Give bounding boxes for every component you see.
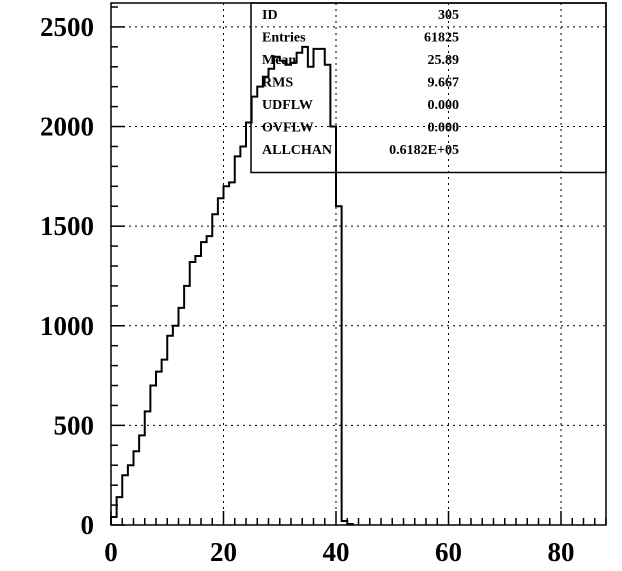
- histogram-bin: [162, 360, 168, 525]
- histogram-bin: [302, 47, 308, 525]
- histogram-bin: [229, 182, 235, 525]
- x-tick-label: 20: [210, 537, 237, 567]
- y-tick-label: 500: [54, 410, 95, 440]
- histogram-bin: [179, 308, 185, 525]
- histogram-bin: [319, 49, 325, 525]
- stat-label: UDFLW: [262, 98, 313, 113]
- histogram-bin: [201, 242, 207, 525]
- stat-value: 9.667: [428, 76, 460, 91]
- histogram-bin: [314, 49, 320, 525]
- stat-label: OVFLW: [262, 121, 314, 136]
- histogram-bin: [252, 97, 258, 525]
- histogram-bin: [218, 198, 224, 525]
- stat-value: 0.000: [428, 98, 460, 113]
- histogram-bin: [240, 146, 246, 525]
- histogram-outline: [110, 45, 354, 526]
- histogram-bin: [224, 186, 230, 525]
- grid-lines: [111, 3, 606, 525]
- histogram-bin: [207, 236, 213, 525]
- histogram-bin: [156, 372, 162, 525]
- histogram-bin: [184, 286, 190, 525]
- stat-value: 305: [438, 8, 459, 23]
- stat-label: ALLCHAN: [262, 143, 332, 158]
- y-tick-label: 2500: [40, 12, 94, 42]
- y-tick-label: 2000: [40, 112, 94, 142]
- histogram-bin: [246, 123, 252, 525]
- stat-value: 0.6182E+05: [389, 143, 459, 158]
- stat-label: ID: [262, 8, 278, 23]
- histogram-bin: [212, 214, 218, 525]
- y-tick-label: 0: [81, 510, 95, 540]
- stat-value: 61825: [424, 31, 459, 46]
- axes: 0 20 40 60 80 0 500 1000 1500 2000 2500: [40, 2, 607, 567]
- histogram-bin: [195, 256, 201, 525]
- stat-label: RMS: [262, 76, 293, 91]
- stat-label: Entries: [262, 31, 306, 46]
- stats-box-frame: [250, 2, 607, 174]
- histogram-bin: [269, 69, 275, 525]
- x-tick-label: 40: [323, 537, 350, 567]
- histogram-series: [110, 45, 354, 526]
- histogram-bin: [325, 65, 331, 525]
- plot-frame: [110, 2, 607, 526]
- histogram-bin: [167, 336, 173, 525]
- stat-label: Mean: [262, 53, 296, 68]
- stat-value: 25.89: [428, 53, 460, 68]
- y-tick-label: 1500: [40, 211, 94, 241]
- x-tick-label: 80: [548, 537, 575, 567]
- y-tick-label: 1000: [40, 311, 94, 341]
- x-tick-label: 60: [435, 537, 462, 567]
- stat-value: 0.000: [428, 121, 460, 136]
- histogram-bin: [190, 262, 196, 525]
- histogram-bin: [235, 156, 241, 525]
- stats-box: ID 305 Entries 61825 Mean 25.89 RMS 9.667 UDFLW 0…: [250, 2, 607, 174]
- x-tick-label: 0: [104, 537, 118, 567]
